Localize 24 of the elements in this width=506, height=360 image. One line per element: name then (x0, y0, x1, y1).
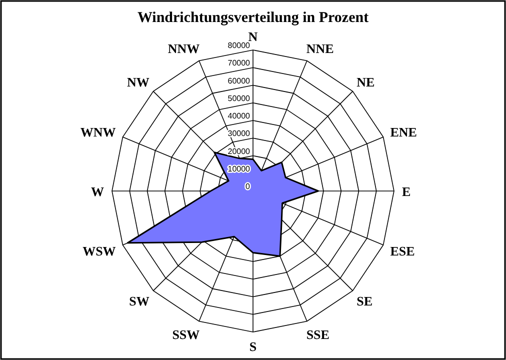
spoke-label: ENE (390, 124, 417, 140)
chart-title: Windrichtungsverteilung in Prozent (137, 10, 369, 26)
spoke-label: NNW (168, 40, 200, 56)
y-tick-label: 50000 (228, 94, 251, 103)
spoke-label: ESE (390, 243, 415, 258)
spoke-label: SSW (172, 327, 200, 342)
spoke-label: SE (356, 294, 373, 309)
spoke-label: E (402, 184, 411, 199)
spoke-label: SW (129, 294, 150, 309)
spoke-label: W (91, 184, 104, 199)
spoke-label: NW (127, 74, 150, 90)
spoke-label: S (249, 339, 257, 354)
spoke-label: N (248, 29, 258, 44)
y-tick-label: 10000 (228, 164, 251, 174)
y-tick-label: 40000 (228, 112, 251, 120)
spoke-label: NNE (306, 40, 334, 56)
spoke-label: SSE (306, 327, 330, 342)
spoke-label: WSW (82, 243, 116, 258)
y-tick-label: 80000 (228, 41, 251, 50)
spoke-label: NE (356, 74, 375, 90)
y-tick-label: 60000 (228, 76, 251, 86)
y-tick-label: 70000 (228, 58, 251, 68)
y-tick-label: 0 (246, 182, 251, 191)
spoke-label: WNW (80, 124, 116, 140)
